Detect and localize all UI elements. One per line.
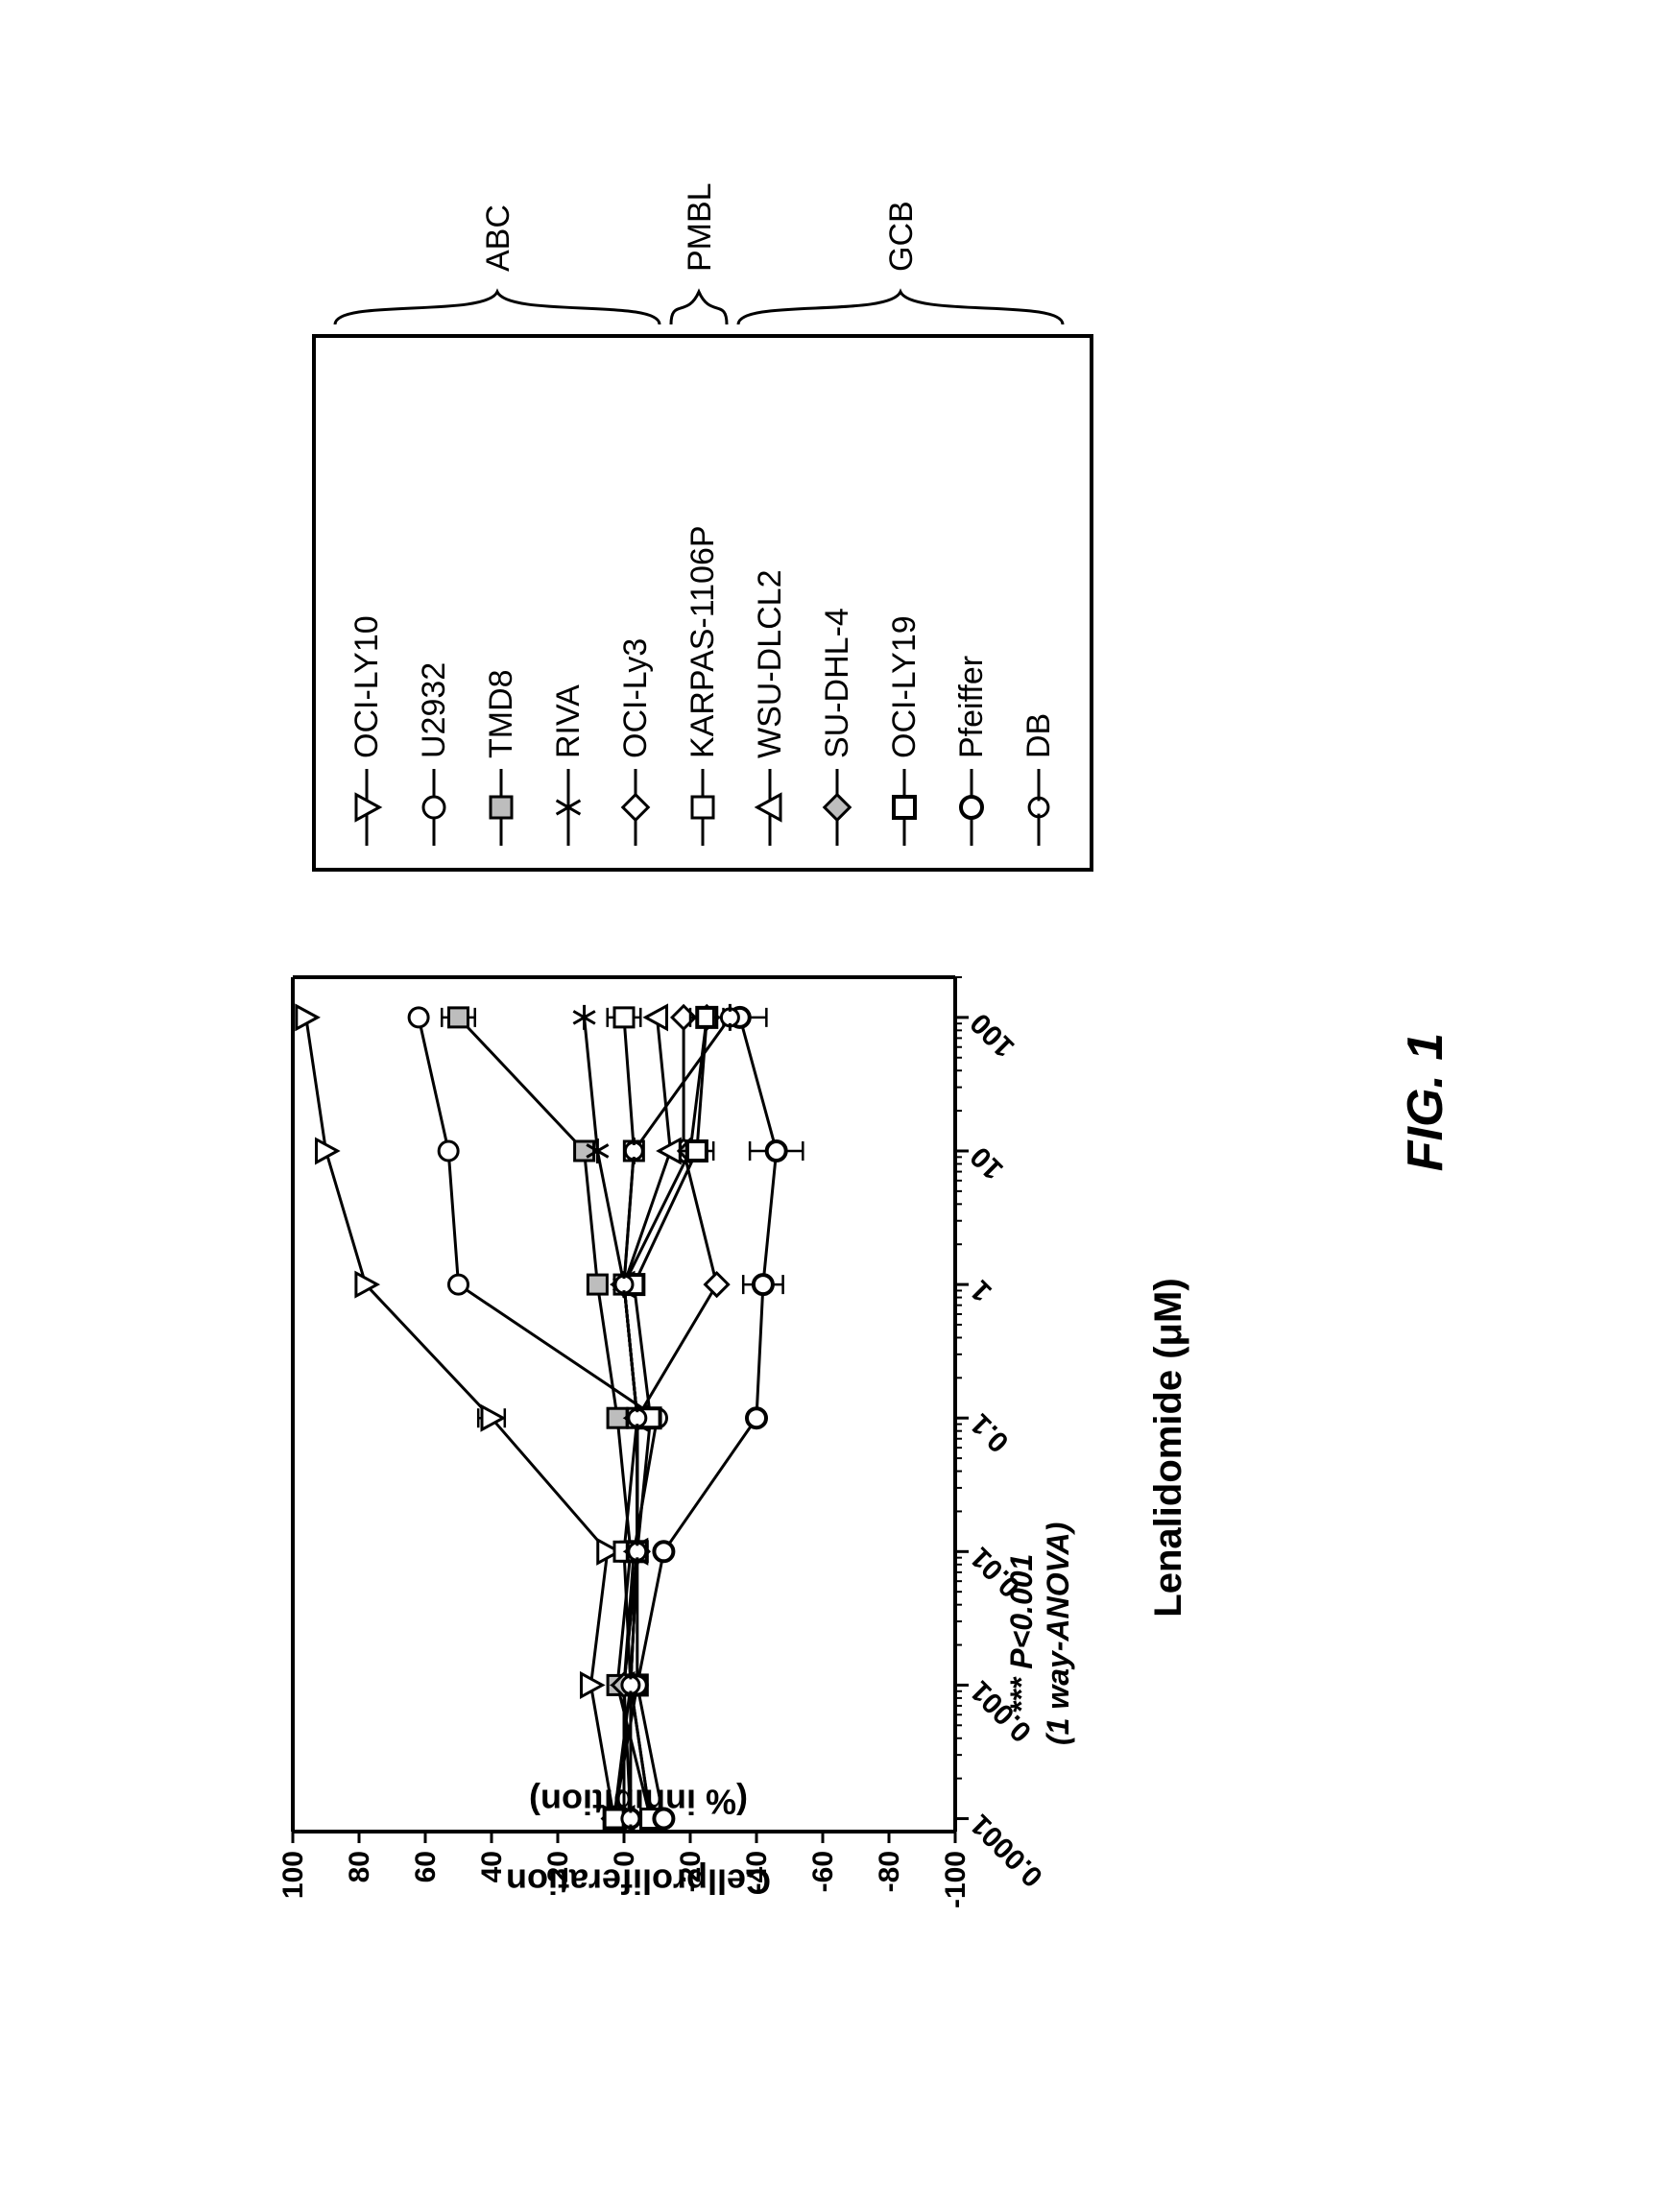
svg-text:-40: -40 xyxy=(741,1851,773,1892)
svg-text:-80: -80 xyxy=(874,1851,905,1892)
legend-row: WSU-DLCL2 xyxy=(736,357,804,851)
chart-area: -100-80-60-40-200204060801000.00010.0010… xyxy=(283,958,1070,1937)
svg-text:100: 100 xyxy=(277,1851,309,1899)
legend-label: SU-DHL-4 xyxy=(819,608,856,764)
svg-text:-60: -60 xyxy=(807,1851,839,1892)
svg-text:60: 60 xyxy=(410,1851,442,1882)
legend-row: KARPAS-1106P xyxy=(669,357,736,851)
legend-label: OCI-LY10 xyxy=(348,615,386,764)
group-label: ABC xyxy=(480,204,517,272)
legend-label: KARPAS-1106P xyxy=(684,525,722,764)
legend-box: OCI-LY10 U2932 TMD8 RIVA OCI-Ly3 KARPAS-1106P… xyxy=(312,334,1093,872)
group-brace xyxy=(738,286,1068,324)
svg-text:0: 0 xyxy=(609,1851,640,1867)
legend-row: DB xyxy=(1005,357,1072,851)
stats-line1: *** P<0.001 xyxy=(1004,1554,1039,1714)
legend-marker-icon xyxy=(472,764,530,851)
legend-marker-icon xyxy=(876,764,933,851)
legend-marker-icon xyxy=(405,764,463,851)
svg-text:80: 80 xyxy=(344,1851,375,1882)
rotated-figure-wrapper: Cellproliferation (% inhibition) -100-80… xyxy=(168,94,1512,2110)
svg-text:20: 20 xyxy=(542,1851,574,1882)
legend-row: OCI-LY19 xyxy=(871,357,938,851)
svg-text:0.0001: 0.0001 xyxy=(965,1809,1049,1893)
legend-row: Pfeiffer xyxy=(938,357,1005,851)
legend-label: OCI-Ly3 xyxy=(617,638,655,764)
legend-row: U2932 xyxy=(400,357,468,851)
figure-caption: FIG. 1 xyxy=(1397,1033,1454,1171)
svg-text:0.1: 0.1 xyxy=(965,1407,1016,1458)
legend-marker-icon xyxy=(607,764,664,851)
legend-row: OCI-LY10 xyxy=(333,357,400,851)
stats-line2: (1 way-ANOVA) xyxy=(1041,1522,1075,1745)
svg-text:40: 40 xyxy=(476,1851,508,1882)
group-brace xyxy=(335,286,664,324)
x-axis-title-suffix: M) xyxy=(1147,1278,1189,1323)
legend-marker-icon xyxy=(943,764,1000,851)
x-axis-title-prefix: Lenalidomide ( xyxy=(1147,1346,1189,1617)
legend-marker-icon xyxy=(741,764,799,851)
legend-label: OCI-LY19 xyxy=(886,615,924,764)
chart-svg: -100-80-60-40-200204060801000.00010.0010… xyxy=(283,958,1070,1937)
legend-label: WSU-DLCL2 xyxy=(752,570,789,764)
legend-row: OCI-Ly3 xyxy=(602,357,669,851)
figure-1: Cellproliferation (% inhibition) -100-80… xyxy=(168,94,1512,2110)
svg-text:10: 10 xyxy=(965,1140,1010,1186)
page-root: Cellproliferation (% inhibition) -100-80… xyxy=(0,0,1680,2205)
legend-row: TMD8 xyxy=(468,357,535,851)
legend-label: TMD8 xyxy=(483,669,520,764)
legend-label: Pfeiffer xyxy=(953,656,991,764)
svg-text:-20: -20 xyxy=(675,1851,707,1892)
legend-row: SU-DHL-4 xyxy=(804,357,871,851)
x-axis-title: Lenalidomide (μM) xyxy=(1147,1278,1190,1617)
svg-text:-100: -100 xyxy=(940,1851,972,1908)
group-label: PMBL xyxy=(682,182,719,272)
legend-marker-icon xyxy=(338,764,396,851)
group-braces: ABC PMBL GCB xyxy=(312,132,1061,324)
svg-text:1: 1 xyxy=(965,1274,998,1307)
stats-annotation: *** P<0.001 (1 way-ANOVA) xyxy=(1003,1522,1077,1745)
group-label: GCB xyxy=(883,201,921,272)
legend-label: DB xyxy=(1020,713,1058,764)
legend-label: RIVA xyxy=(550,684,588,764)
svg-text:100: 100 xyxy=(965,1007,1021,1064)
legend-label: U2932 xyxy=(416,662,453,764)
legend-row: RIVA xyxy=(535,357,602,851)
group-brace xyxy=(671,286,732,324)
legend-marker-icon xyxy=(540,764,597,851)
legend-marker-icon xyxy=(1010,764,1068,851)
x-axis-title-unit: μ xyxy=(1147,1323,1189,1346)
legend-marker-icon xyxy=(808,764,866,851)
legend-marker-icon xyxy=(674,764,732,851)
